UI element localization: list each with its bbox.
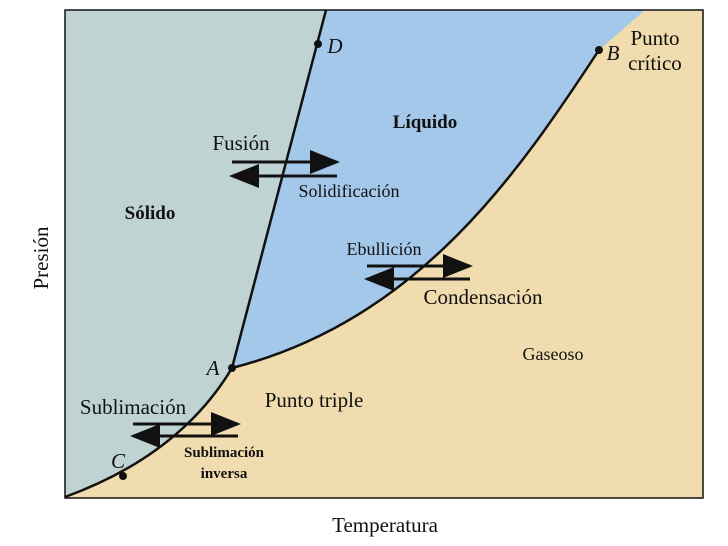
solid-region: [65, 10, 326, 497]
point-label: D: [326, 34, 342, 58]
process-label: Solidificación: [299, 181, 400, 201]
annotation: Punto: [630, 26, 679, 50]
point-label: C: [111, 449, 126, 473]
process-label: inversa: [201, 466, 248, 482]
x-axis-label: Temperatura: [332, 513, 438, 537]
liquid-region: [232, 10, 645, 368]
sublimation-curve: [64, 367, 234, 499]
fusion-curve: [230, 9, 328, 369]
point-dot: [228, 364, 236, 372]
process-label: Condensación: [424, 285, 543, 309]
process-label: Fusión: [212, 131, 270, 155]
point-label: A: [205, 356, 220, 380]
vaporization-curve: [231, 49, 601, 370]
annotation: Punto triple: [265, 388, 364, 412]
points: [119, 40, 603, 480]
annotation: crítico: [628, 51, 682, 75]
point-dot: [595, 46, 603, 54]
process-label: Ebullición: [347, 239, 422, 259]
point-dot: [119, 472, 127, 480]
point-dot: [314, 40, 322, 48]
process-label: Sublimación: [184, 445, 265, 461]
point-label: B: [607, 41, 620, 65]
process-label: Sublimación: [80, 395, 187, 419]
region-label: Sólido: [125, 203, 176, 224]
region-label: Gaseoso: [523, 344, 584, 364]
arrows: [130, 150, 473, 448]
y-axis-label: Presión: [29, 226, 53, 290]
frame: [64, 9, 704, 499]
region-label: Líquido: [393, 112, 457, 133]
